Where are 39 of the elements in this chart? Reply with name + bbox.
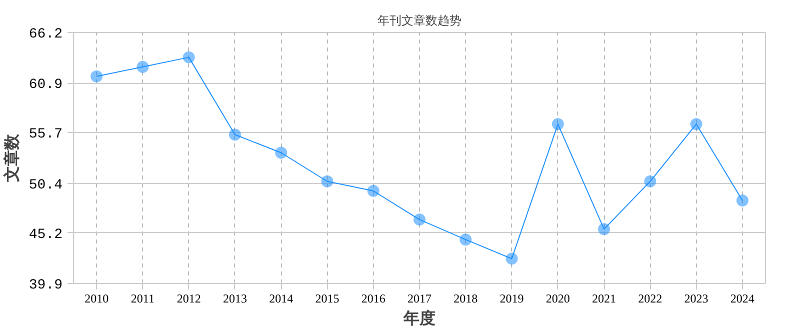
x-tick-label: 2022 xyxy=(638,292,662,306)
point xyxy=(275,146,288,159)
x-tick-label: 2012 xyxy=(176,292,201,306)
y-tick-label: 39.9 xyxy=(28,278,63,294)
x-tick-label: 2014 xyxy=(269,292,294,306)
point xyxy=(414,214,426,226)
point xyxy=(644,175,656,188)
x-tick-label: 2020 xyxy=(546,292,570,306)
y-tick-label: 60.9 xyxy=(28,77,63,94)
point xyxy=(182,51,195,64)
point xyxy=(136,60,149,73)
x-tick-label: 2019 xyxy=(500,292,524,306)
point xyxy=(367,184,380,197)
point xyxy=(228,128,241,141)
point xyxy=(598,223,610,236)
x-tick-label: 2017 xyxy=(408,292,432,306)
x-tick-label: 2013 xyxy=(222,292,247,306)
point xyxy=(736,194,748,206)
y-tick-label: 66.2 xyxy=(28,26,63,42)
point xyxy=(552,118,564,130)
point xyxy=(321,175,334,188)
x-axis-title: 年度 xyxy=(402,308,436,328)
point xyxy=(506,252,518,265)
x-tick-label: 2015 xyxy=(315,292,340,306)
x-tick-label: 2024 xyxy=(730,292,754,306)
point xyxy=(690,118,702,130)
y-tick-label: 50.4 xyxy=(28,177,63,194)
y-tick-label: 45.2 xyxy=(28,226,63,243)
point xyxy=(90,70,103,82)
y-axis-title: 文章数 xyxy=(2,133,21,183)
x-tick-label: 2011 xyxy=(130,292,154,306)
x-tick-label: 2010 xyxy=(84,292,109,306)
x-tick-label: 2021 xyxy=(592,292,616,306)
x-tick-label: 2016 xyxy=(361,292,386,306)
point xyxy=(460,234,472,246)
y-tick-label: 55.7 xyxy=(28,126,63,143)
x-tick-label: 2018 xyxy=(454,292,478,306)
chart-title: 年刊文章数趋势 xyxy=(378,14,462,28)
x-tick-label: 2023 xyxy=(684,292,708,306)
